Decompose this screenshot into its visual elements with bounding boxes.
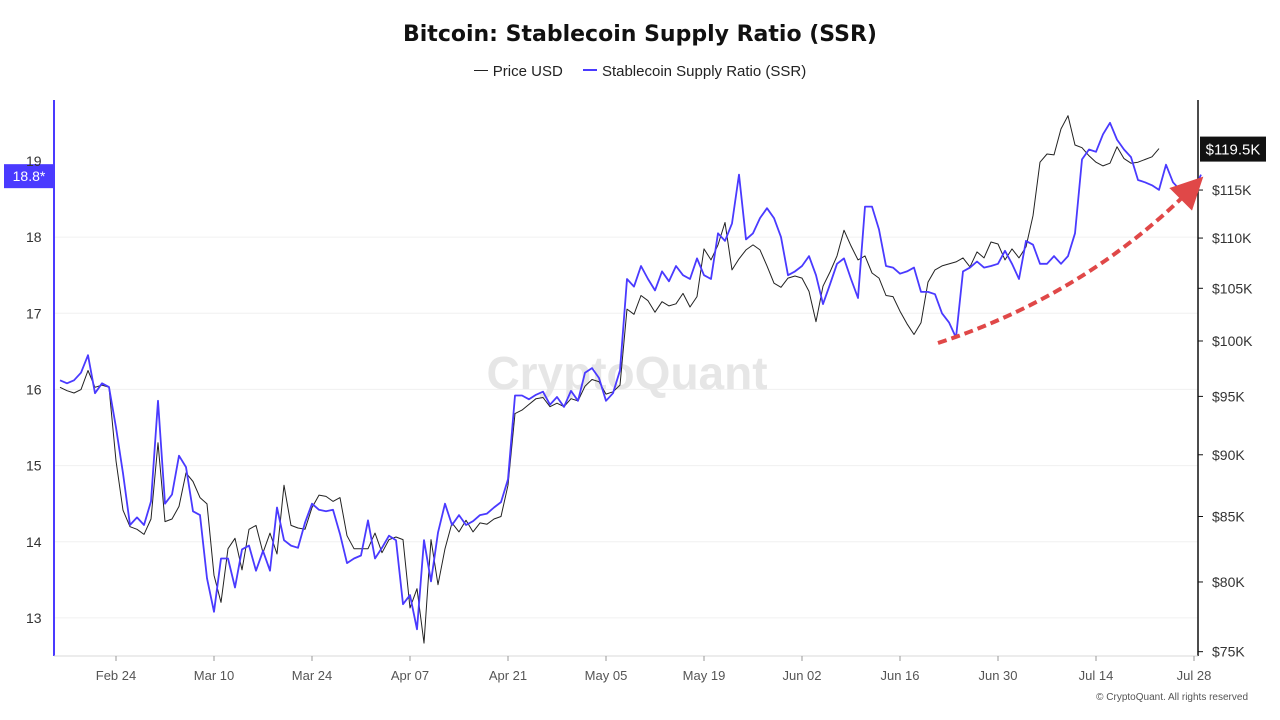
y-left-tick-label: 15 — [26, 458, 42, 474]
x-tick-label: Mar 10 — [194, 668, 234, 683]
chart-title: Bitcoin: Stablecoin Supply Ratio (SSR) — [403, 22, 877, 47]
y-right-tick-label: $80K — [1212, 574, 1245, 590]
series-line-ssr — [59, 121, 1202, 631]
x-tick-label: Jul 14 — [1079, 668, 1114, 683]
x-tick-label: Jul 28 — [1177, 668, 1212, 683]
x-tick-label: Mar 24 — [292, 668, 332, 683]
y-right-tick-label: $100K — [1212, 333, 1253, 349]
axes — [53, 100, 1203, 661]
x-tick-label: Apr 07 — [391, 668, 429, 683]
y-right-tick-label: $110K — [1212, 230, 1252, 246]
tick-labels: 13 14 15 16 17 18 19 $75K $80K $85K $90K $95K $100K $… — [26, 153, 1253, 683]
series-line-price — [59, 115, 1160, 644]
y-right-tick-label: $95K — [1212, 388, 1245, 404]
y-left-tick-label: 14 — [26, 534, 42, 550]
y-left-tick-label: 18 — [26, 229, 42, 245]
watermark: CryptoQuant — [486, 347, 767, 399]
x-tick-label: Feb 24 — [96, 668, 136, 683]
y-left-tick-label: 13 — [26, 610, 42, 626]
legend-label-price: Price USD — [492, 63, 563, 80]
price-current-value: $119.5K — [1206, 142, 1261, 159]
legend-item-ssr[interactable]: Stablecoin Supply Ratio (SSR) — [582, 63, 807, 80]
legend-label-ssr: Stablecoin Supply Ratio (SSR) — [601, 63, 807, 80]
legend-swatch-price — [473, 69, 488, 71]
legend: Price USD Stablecoin Supply Ratio (SSR) — [0, 63, 1280, 80]
x-tick-label: May 19 — [683, 668, 726, 683]
y-right-tick-label: $105K — [1212, 280, 1253, 296]
grid-lines — [54, 236, 1198, 619]
price-current-badge — [1200, 136, 1266, 162]
x-tick-label: Jun 16 — [880, 668, 919, 683]
ssr-current-value: 18.8* — [13, 168, 46, 184]
annotations: 18.8* $119.5K — [4, 136, 1266, 345]
copyright-text: © CryptoQuant. All rights reserved — [1096, 692, 1248, 703]
y-left-tick-label: 17 — [26, 305, 42, 321]
y-right-tick-label: $85K — [1212, 509, 1245, 525]
y-left-tick-label: 16 — [26, 381, 42, 397]
y-right-tick-label: $90K — [1212, 447, 1245, 463]
ssr-current-badge — [4, 164, 54, 189]
legend-swatch-ssr — [582, 69, 597, 72]
x-tick-label: May 05 — [585, 668, 628, 683]
x-tick-label: Apr 21 — [489, 668, 527, 683]
y-right-tick-label: $75K — [1212, 644, 1245, 660]
series-layer — [59, 115, 1202, 644]
x-tick-label: Jun 02 — [782, 668, 821, 683]
legend-item-price[interactable]: Price USD — [473, 63, 563, 80]
y-left-tick-label: 19 — [26, 153, 42, 169]
y-right-tick-label: $115K — [1212, 182, 1252, 198]
trend-arrow — [937, 176, 1204, 345]
x-tick-label: Jun 30 — [978, 668, 1017, 683]
